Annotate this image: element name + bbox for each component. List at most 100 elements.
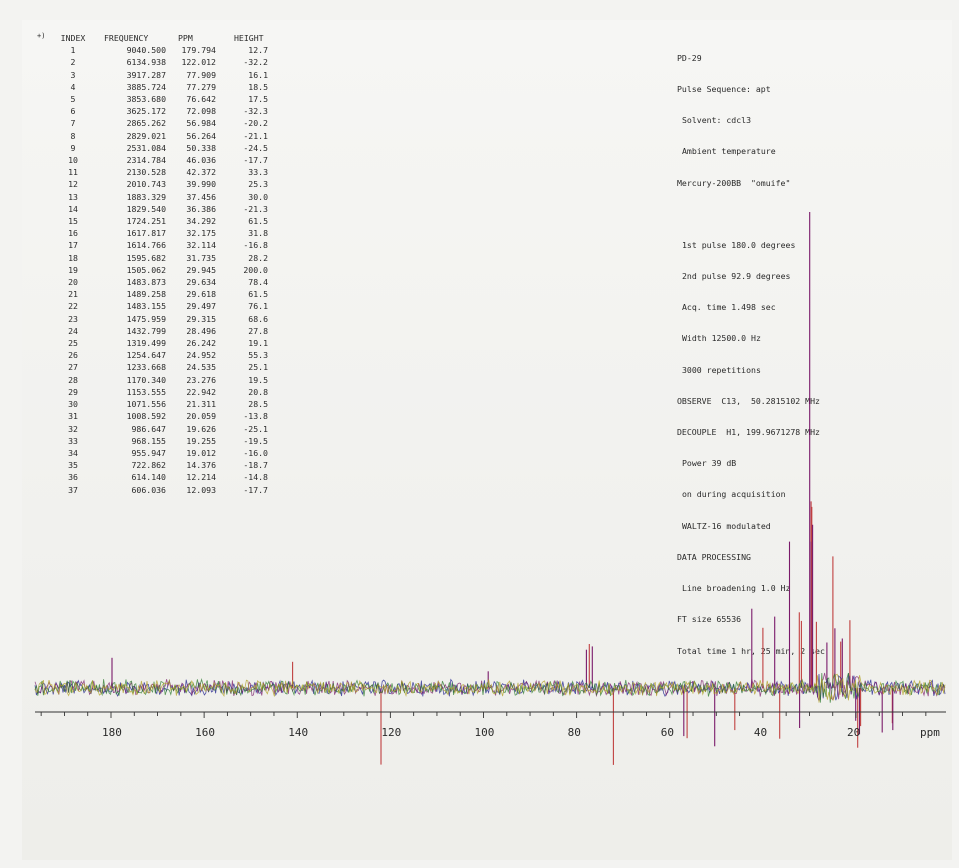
peak-ppm: 50.338 <box>186 142 216 153</box>
peak-index: 22 <box>68 301 78 312</box>
peak-ppm: 19.255 <box>186 435 216 446</box>
peak-table-row: 7 2865.262 56.984 -20.2 <box>48 117 286 129</box>
peak-ppm: 36.386 <box>186 203 216 214</box>
peak-table-row: 3 3917.287 77.909 16.1 <box>48 69 286 81</box>
peak-frequency: 955.947 <box>131 447 166 458</box>
solvent: Solvent: cdcl3 <box>682 115 752 126</box>
peak-table-row: 23 1475.959 29.315 68.6 <box>48 313 286 325</box>
peak-table-row: 16 1617.817 32.175 31.8 <box>48 227 286 239</box>
peak-frequency: 2829.021 <box>126 130 166 141</box>
peak-table-row: 21 1489.258 29.618 61.5 <box>48 288 286 300</box>
peak-table-row: 27 1233.668 24.535 25.1 <box>48 361 286 373</box>
peak-index: 23 <box>68 313 78 324</box>
peak-height: -21.1 <box>243 130 268 141</box>
header-height: HEIGHT <box>234 33 264 43</box>
peak-height: 55.3 <box>248 350 268 361</box>
decoupler-power: Power 39 dB <box>682 458 737 469</box>
peak-table: INDEX FREQUENCY PPM HEIGHT 1 9040.500 179.… <box>48 32 286 496</box>
peak-ppm: 19.012 <box>186 447 216 458</box>
peak-height: 28.2 <box>248 252 268 263</box>
instrument: Mercury-200BB "omuife" <box>677 177 791 188</box>
peak-frequency: 986.647 <box>131 423 166 434</box>
peak-ppm: 29.634 <box>186 277 216 288</box>
x-axis-tick-label: 180 <box>102 726 122 739</box>
peak-frequency: 1254.647 <box>126 350 166 361</box>
peak-frequency: 1008.592 <box>126 411 166 422</box>
peak-height: -19.5 <box>243 435 268 446</box>
peak-frequency: 2010.743 <box>126 179 166 190</box>
peak-index: 31 <box>68 411 78 422</box>
peak-ppm: 22.942 <box>186 386 216 397</box>
x-axis-tick-label: 160 <box>195 726 215 739</box>
peak-frequency: 1153.555 <box>126 386 166 397</box>
decouple-nucleus: DECOUPLE H1, 199.9671278 MHz <box>677 427 820 438</box>
sweep-width: Width 12500.0 Hz <box>682 333 761 344</box>
peak-frequency: 1475.959 <box>126 313 166 324</box>
peak-ppm: 34.292 <box>186 216 216 227</box>
peak-height: -14.8 <box>243 472 268 483</box>
peak-index: 25 <box>68 338 78 349</box>
corner-mark: +) <box>37 32 46 40</box>
peak-index: 11 <box>68 167 78 178</box>
peak-height: 19.5 <box>248 374 268 385</box>
peak-ppm: 23.276 <box>186 374 216 385</box>
peak-table-row: 31 1008.592 20.059 -13.8 <box>48 410 286 422</box>
peaks-layer <box>111 212 894 765</box>
peak-table-row: 9 2531.084 50.338 -24.5 <box>48 142 286 154</box>
peak-table-row: 26 1254.647 24.952 55.3 <box>48 349 286 361</box>
peak-height: 68.6 <box>248 313 268 324</box>
peak-table-row: 5 3853.680 76.642 17.5 <box>48 93 286 105</box>
line-broadening: Line broadening 1.0 Hz <box>682 583 791 594</box>
temperature: Ambient temperature <box>682 146 776 157</box>
peak-ppm: 14.376 <box>186 460 216 471</box>
peak-ppm: 37.456 <box>186 191 216 202</box>
peak-frequency: 9040.500 <box>126 45 166 56</box>
decoupler-modulation: WALTZ-16 modulated <box>682 520 771 531</box>
peak-height: 76.1 <box>248 301 268 312</box>
peak-table-row: 30 1071.556 21.311 28.5 <box>48 398 286 410</box>
peak-table-row: 35 722.862 14.376 -18.7 <box>48 459 286 471</box>
peak-height: 200.0 <box>243 264 268 275</box>
peak-table-row: 29 1153.555 22.942 20.8 <box>48 386 286 398</box>
peak-frequency: 1617.817 <box>126 228 166 239</box>
peak-table-row: 37 606.036 12.093 -17.7 <box>48 484 286 496</box>
x-axis-tick-label: 120 <box>381 726 401 739</box>
peak-table-header: INDEX FREQUENCY PPM HEIGHT <box>48 32 286 44</box>
peak-frequency: 722.862 <box>131 460 166 471</box>
peak-ppm: 20.059 <box>186 411 216 422</box>
peak-ppm: 122.012 <box>181 57 216 68</box>
peak-table-row: 6 3625.172 72.098 -32.3 <box>48 105 286 117</box>
acquisition-parameters: PD-29 Pulse Sequence: apt Solvent: cdcl3… <box>677 32 825 666</box>
peak-frequency: 1170.340 <box>126 374 166 385</box>
peak-index: 33 <box>68 435 78 446</box>
peak-index: 17 <box>68 240 78 251</box>
peak-index: 37 <box>68 484 78 495</box>
peak-index: 19 <box>68 264 78 275</box>
peak-frequency: 2531.084 <box>126 142 166 153</box>
peak-ppm: 77.909 <box>186 69 216 80</box>
peak-ppm: 77.279 <box>186 81 216 92</box>
peak-index: 34 <box>68 447 78 458</box>
peak-height: -17.7 <box>243 484 268 495</box>
peak-frequency: 3625.172 <box>126 106 166 117</box>
peak-table-row: 14 1829.540 36.386 -21.3 <box>48 203 286 215</box>
header-index: INDEX <box>60 33 86 43</box>
peak-table-row: 28 1170.340 23.276 19.5 <box>48 374 286 386</box>
peak-height: 20.8 <box>248 386 268 397</box>
peak-table-row: 34 955.947 19.012 -16.0 <box>48 447 286 459</box>
peak-table-row: 24 1432.799 28.496 27.8 <box>48 325 286 337</box>
peak-ppm: 39.990 <box>186 179 216 190</box>
peak-index: 20 <box>68 277 78 288</box>
total-time: Total time 1 hr, 25 min, 2 sec <box>677 645 825 656</box>
peak-table-row: 32 986.647 19.626 -25.1 <box>48 423 286 435</box>
peak-index: 3 <box>70 69 76 80</box>
peak-frequency: 1595.682 <box>126 252 166 263</box>
x-axis-tick-label: 60 <box>661 726 674 739</box>
peak-height: 19.1 <box>248 338 268 349</box>
peak-ppm: 12.214 <box>186 472 216 483</box>
x-axis-tick-label: 140 <box>288 726 308 739</box>
peak-index: 15 <box>68 216 78 227</box>
peak-frequency: 614.140 <box>131 472 166 483</box>
peak-ppm: 24.535 <box>186 362 216 373</box>
